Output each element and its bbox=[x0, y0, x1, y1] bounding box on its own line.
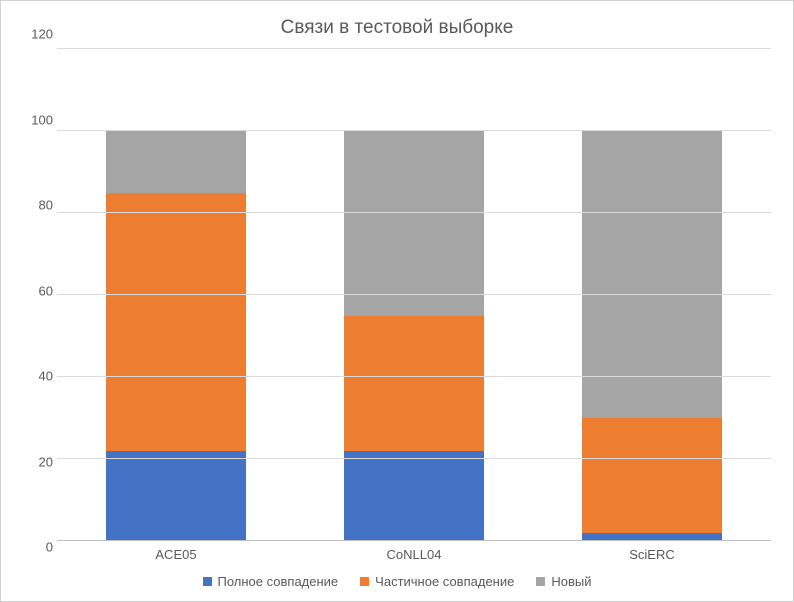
legend-item: Частичное совпадение bbox=[360, 574, 514, 589]
legend-label: Частичное совпадение bbox=[375, 574, 514, 589]
bar-segment bbox=[106, 451, 246, 541]
category-slot bbox=[295, 49, 533, 541]
x-tick-label: ACE05 bbox=[57, 547, 295, 562]
gridline bbox=[57, 48, 771, 49]
bar-segment bbox=[344, 451, 484, 541]
x-tick-label: CoNLL04 bbox=[295, 547, 533, 562]
category-slot bbox=[57, 49, 295, 541]
y-tick-label: 100 bbox=[31, 112, 53, 127]
gridline bbox=[57, 540, 771, 541]
legend-swatch bbox=[203, 577, 212, 586]
legend-swatch bbox=[360, 577, 369, 586]
plot-row: 020406080100120 ACE05CoNLL04SciERC bbox=[23, 49, 771, 562]
gridline bbox=[57, 130, 771, 131]
legend-swatch bbox=[536, 577, 545, 586]
bar-stack bbox=[582, 49, 722, 541]
bars-layer bbox=[57, 49, 771, 541]
legend-item: Полное совпадение bbox=[203, 574, 339, 589]
legend-label: Новый bbox=[551, 574, 591, 589]
bar-stack bbox=[344, 49, 484, 541]
y-tick-label: 80 bbox=[39, 198, 53, 213]
gridline bbox=[57, 294, 771, 295]
x-tick-label: SciERC bbox=[533, 547, 771, 562]
y-tick-label: 120 bbox=[31, 27, 53, 42]
y-tick-label: 20 bbox=[39, 454, 53, 469]
plot-wrap: ACE05CoNLL04SciERC bbox=[57, 49, 771, 562]
plot-area bbox=[57, 49, 771, 541]
y-tick-label: 60 bbox=[39, 283, 53, 298]
chart-title: Связи в тестовой выборке bbox=[23, 17, 771, 39]
bar-segment bbox=[582, 418, 722, 533]
legend-label: Полное совпадение bbox=[218, 574, 339, 589]
bar-segment bbox=[344, 131, 484, 316]
legend: Полное совпадение Частичное совпадение Нов… bbox=[23, 574, 771, 589]
x-axis-labels: ACE05CoNLL04SciERC bbox=[57, 547, 771, 562]
gridline bbox=[57, 376, 771, 377]
legend-item: Новый bbox=[536, 574, 591, 589]
gridline bbox=[57, 458, 771, 459]
bar-stack bbox=[106, 49, 246, 541]
bar-segment bbox=[582, 131, 722, 418]
y-tick-label: 40 bbox=[39, 369, 53, 384]
y-axis: 020406080100120 bbox=[23, 49, 57, 562]
bar-segment bbox=[106, 193, 246, 451]
chart-container: Связи в тестовой выборке 0 20 40 60 80 100 120… bbox=[0, 0, 794, 602]
bar-segment bbox=[106, 131, 246, 193]
category-slot bbox=[533, 49, 771, 541]
y-tick-label: 0 bbox=[46, 540, 53, 555]
bar-segment bbox=[344, 316, 484, 451]
gridline bbox=[57, 212, 771, 213]
